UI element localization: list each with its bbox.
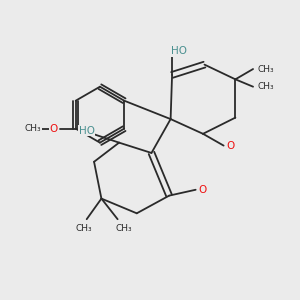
Text: O: O bbox=[199, 185, 207, 195]
Text: CH₃: CH₃ bbox=[115, 224, 132, 232]
Text: CH₃: CH₃ bbox=[257, 82, 274, 91]
Text: O: O bbox=[227, 141, 235, 151]
Text: HO: HO bbox=[171, 46, 188, 56]
Text: CH₃: CH₃ bbox=[75, 224, 92, 232]
Text: O: O bbox=[50, 124, 58, 134]
Text: CH₃: CH₃ bbox=[257, 64, 274, 74]
Text: HO: HO bbox=[79, 126, 95, 136]
Text: CH₃: CH₃ bbox=[25, 124, 41, 133]
